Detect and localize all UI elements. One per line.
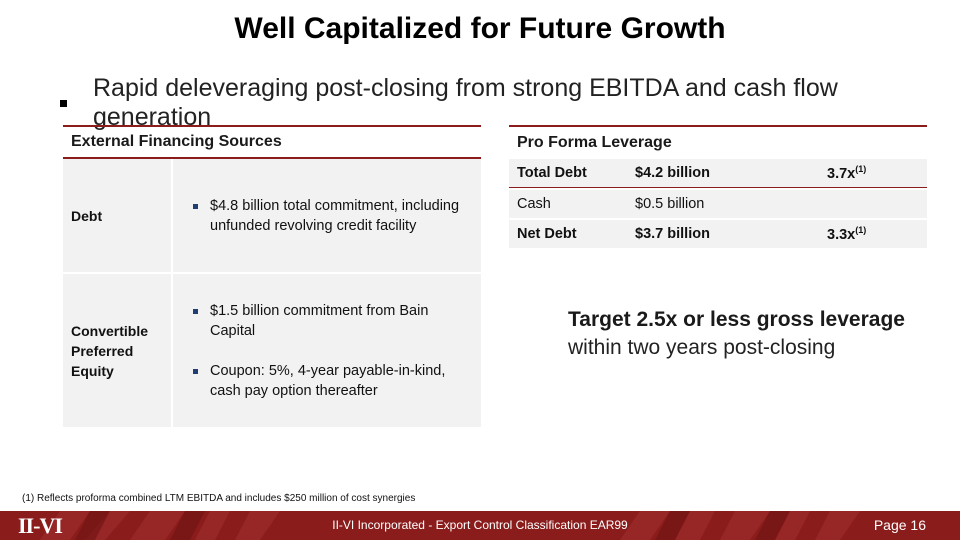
table-row-debt: Debt $4.8 billion total commitment, incl… [63,159,481,272]
target-subline: within two years post-closing [568,336,836,359]
list-item-text: $1.5 billion commitment from Bain Capita… [210,302,429,339]
footer-pattern [40,511,860,540]
target-statement: Target 2.5x or less gross leverage withi… [568,306,905,362]
row-ratio: 3.3x(1) [827,225,867,243]
table-row-convertible-preferred: Convertible Preferred Equity $1.5 billio… [63,272,481,427]
row-label: Cash [517,196,551,212]
row-label: Convertible Preferred Equity [63,274,173,427]
row-ratio: 3.7x(1) [827,164,867,182]
page-number: Page 16 [873,517,926,533]
table-row-total-debt: Total Debt $4.2 billion 3.7x(1) [509,159,927,188]
list-item: $1.5 billion commitment from Bain Capita… [193,301,471,341]
footer-bar: II-VI II-VI Incorporated - Export Contro… [0,511,960,540]
pro-forma-header: Pro Forma Leverage [517,134,672,151]
company-logo: II-VI [18,513,63,538]
table-top-rule [63,125,481,127]
table-row-net-debt: Net Debt $3.7 billion 3.3x(1) [509,218,927,248]
footer-classification: II-VI Incorporated - Export Control Clas… [332,518,628,532]
list-item-text: Coupon: 5%, 4-year payable-in-kind, cash… [210,362,446,399]
row-amount: $3.7 billion [635,226,710,242]
square-bullet-icon [193,308,198,314]
pro-forma-leverage-table: Pro Forma Leverage Total Debt $4.2 billi… [509,125,927,248]
table-top-rule [509,125,927,127]
table-row-cash: Cash $0.5 billion [509,188,927,218]
square-bullet-icon [60,99,67,107]
target-headline: Target 2.5x or less gross leverage [568,308,905,331]
row-amount: $4.2 billion [635,165,710,181]
square-bullet-icon [193,368,198,374]
table-header-rule [63,157,481,159]
list-item: Coupon: 5%, 4-year payable-in-kind, cash… [193,361,471,401]
external-financing-header: External Financing Sources [71,133,282,150]
external-financing-table: External Financing Sources Debt $4.8 bil… [63,125,481,427]
row-label: Total Debt [517,165,587,181]
row-label: Debt [63,159,173,272]
slide-title: Well Capitalized for Future Growth [234,12,726,45]
row-amount: $0.5 billion [635,196,705,212]
square-bullet-icon [193,203,198,209]
row-description: $1.5 billion commitment from Bain Capita… [173,274,481,427]
row-label: Net Debt [517,226,577,242]
key-bullet: Rapid deleveraging post-closing from str… [60,74,960,132]
footnote: (1) Reflects proforma combined LTM EBITD… [22,493,416,504]
row-description: $4.8 billion total commitment, including… [173,159,481,272]
list-item-text: $4.8 billion total commitment, including… [210,197,460,234]
list-item: $4.8 billion total commitment, including… [193,196,471,236]
key-bullet-text: Rapid deleveraging post-closing from str… [92,74,838,131]
